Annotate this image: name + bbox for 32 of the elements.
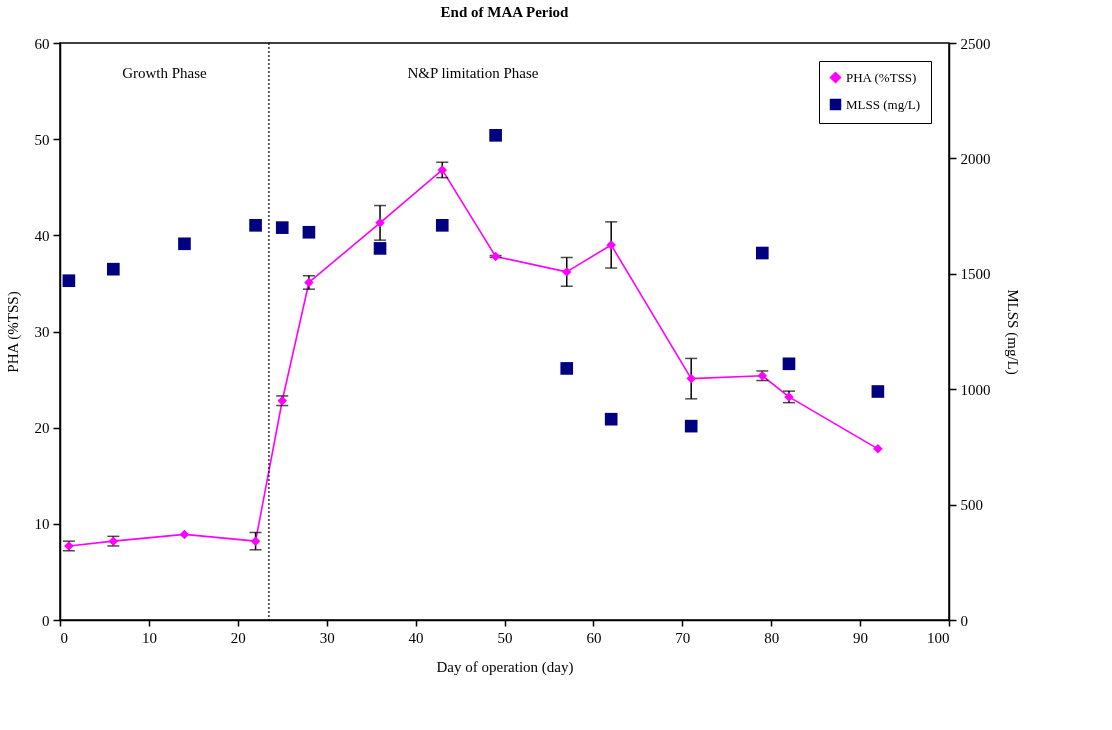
legend-label: MLSS (mg/L)	[846, 96, 921, 112]
x-tick-label: 70	[675, 629, 691, 646]
x-axis-title: Day of operation (day)	[436, 658, 574, 676]
x-tick-label: 20	[230, 629, 246, 646]
y2-tick-label: 500	[960, 497, 983, 514]
y2-tick-label: 2000	[960, 150, 991, 167]
x-tick-label: 90	[853, 629, 869, 646]
annotation: N&P limitation Phase	[407, 65, 539, 81]
x-tick-label: 10	[141, 629, 157, 646]
chart-title: End of MAA Period	[440, 4, 570, 20]
y-tick-label: 30	[34, 324, 50, 340]
annotation: Growth Phase	[122, 65, 208, 81]
x-tick-label: 80	[764, 629, 780, 646]
y-tick-label: 40	[34, 227, 50, 244]
y-tick-label: 10	[34, 516, 50, 533]
y-tick-label: 0	[42, 612, 50, 629]
y2-axis-title: MLSS (mg/L)	[1003, 289, 1021, 375]
y2-tick-label: 1000	[960, 381, 991, 398]
y-tick-label: 50	[34, 131, 50, 148]
x-tick-label: 60	[586, 629, 602, 646]
y-axis-title: PHA (%TSS)	[4, 291, 22, 373]
y2-tick-label: 2500	[960, 35, 991, 52]
x-tick-label: 30	[319, 629, 335, 646]
x-tick-label: 0	[60, 629, 68, 646]
x-tick-label: 50	[497, 629, 513, 646]
legend-label: PHA (%TSS)	[846, 69, 917, 85]
y-tick-label: 60	[34, 35, 50, 52]
y2-tick-label: 1500	[960, 266, 991, 283]
y2-tick-label: 0	[960, 612, 968, 629]
y-tick-label: 20	[34, 420, 50, 437]
x-tick-label: 40	[408, 629, 424, 646]
x-tick-label: 100	[927, 629, 950, 646]
